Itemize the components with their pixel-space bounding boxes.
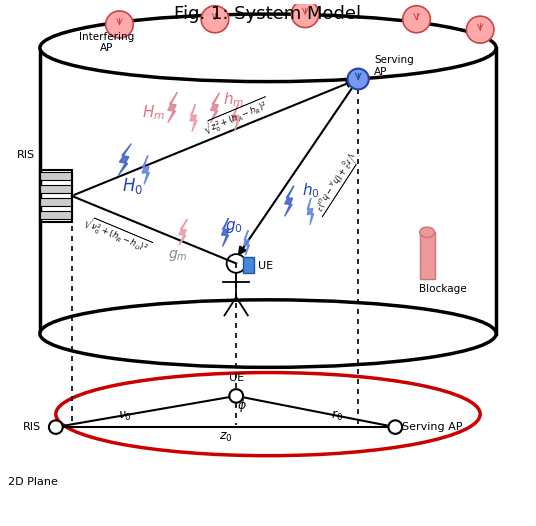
Ellipse shape: [420, 227, 435, 237]
Circle shape: [201, 6, 229, 33]
Text: Fig. 1: System Model: Fig. 1: System Model: [174, 5, 362, 23]
Text: RIS: RIS: [23, 422, 41, 432]
Polygon shape: [285, 186, 294, 216]
Text: RIS: RIS: [17, 149, 35, 159]
Bar: [40, 170, 72, 222]
Polygon shape: [142, 155, 150, 185]
Text: $g_m$: $g_m$: [168, 248, 188, 263]
Bar: [242, 257, 254, 273]
Circle shape: [347, 68, 369, 89]
Polygon shape: [211, 93, 219, 123]
Bar: [40, 185, 72, 193]
Text: $z_0$: $z_0$: [219, 431, 233, 444]
Circle shape: [403, 6, 430, 33]
Bar: [420, 232, 435, 279]
Text: $\sqrt{\nu_0^2+(h_R-h_U)^2}$: $\sqrt{\nu_0^2+(h_R-h_U)^2}$: [80, 213, 153, 257]
Circle shape: [466, 16, 494, 43]
Bar: [40, 210, 72, 219]
Polygon shape: [307, 198, 314, 225]
Text: Interfering
AP: Interfering AP: [79, 32, 134, 54]
Text: $h_m$: $h_m$: [223, 90, 244, 109]
Text: $\nu_0$: $\nu_0$: [118, 410, 132, 423]
Text: $\sqrt{r_0^2+(h_A-h_U)^2}$: $\sqrt{r_0^2+(h_A-h_U)^2}$: [308, 147, 361, 216]
Text: $\sqrt{z_0^2+(h_A-h_R)^2}$: $\sqrt{z_0^2+(h_A-h_R)^2}$: [200, 95, 272, 139]
Circle shape: [292, 1, 319, 27]
Circle shape: [389, 420, 402, 434]
Polygon shape: [221, 218, 228, 247]
Polygon shape: [233, 105, 239, 131]
Polygon shape: [118, 144, 131, 176]
Text: UE: UE: [258, 261, 273, 271]
Bar: [40, 171, 72, 180]
Text: 2D Plane: 2D Plane: [8, 477, 58, 487]
Text: UE: UE: [229, 373, 244, 383]
Circle shape: [229, 389, 243, 403]
Polygon shape: [244, 230, 250, 255]
Ellipse shape: [40, 14, 496, 82]
Text: $r_0$: $r_0$: [331, 409, 343, 423]
Text: $g_0$: $g_0$: [225, 219, 242, 235]
Text: Blockage: Blockage: [419, 285, 467, 295]
Bar: [40, 198, 72, 206]
Polygon shape: [168, 93, 177, 123]
Polygon shape: [179, 219, 188, 246]
Text: $h_0$: $h_0$: [302, 181, 319, 200]
Text: Serving
AP: Serving AP: [374, 55, 414, 77]
Text: $H_m$: $H_m$: [143, 104, 166, 122]
Circle shape: [49, 420, 63, 434]
Text: Serving AP: Serving AP: [402, 422, 463, 432]
Polygon shape: [190, 104, 197, 132]
Text: $H_0$: $H_0$: [122, 176, 143, 196]
Text: $\phi$: $\phi$: [236, 397, 247, 414]
Circle shape: [106, 11, 133, 38]
Ellipse shape: [40, 300, 496, 367]
